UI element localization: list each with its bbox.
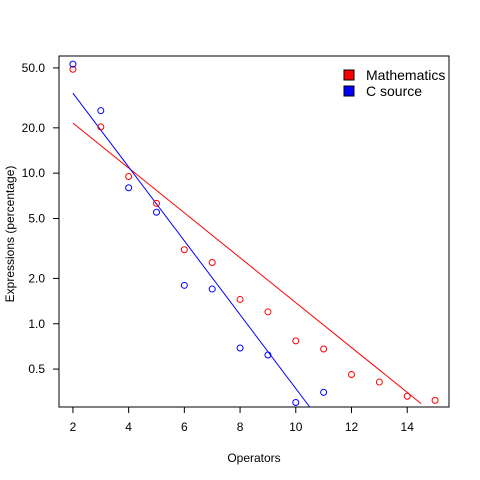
x-tick-label: 6 [181, 420, 188, 434]
axes: 2 4 6 8 10 12 14 0.5 1.0 2.0 5.0 10.0 20.0 50.0 [22, 55, 450, 434]
y-tick-label: 1.0 [28, 317, 45, 331]
y-tick-label: 2.0 [28, 271, 45, 285]
data-point [264, 308, 272, 316]
data-point [292, 398, 300, 406]
legend-swatch [343, 69, 355, 81]
data-point [320, 345, 328, 353]
x-tick-label: 4 [125, 420, 132, 434]
data-point [97, 107, 105, 115]
data-point [292, 337, 300, 345]
data-point [403, 392, 411, 400]
x-tick-label: 2 [70, 420, 77, 434]
data-point [69, 60, 77, 68]
fit-lines [72, 92, 422, 408]
y-axis-label: Expressions (percentage) [3, 166, 17, 303]
y-tick-label: 5.0 [28, 212, 45, 226]
data-point [208, 259, 216, 267]
fit-line [72, 92, 311, 408]
x-tick-label: 10 [289, 420, 303, 434]
data-point [431, 396, 439, 404]
data-point [348, 371, 355, 379]
legend-label: Mathematics [366, 67, 445, 83]
data-point [125, 173, 133, 181]
data-point [153, 199, 160, 207]
data-point [264, 351, 272, 359]
legend-label: C source [366, 83, 422, 99]
data-point [180, 246, 188, 254]
x-tick-label: 8 [237, 420, 244, 434]
data-point [236, 344, 244, 352]
data-point [320, 388, 328, 396]
y-tick-label: 0.5 [28, 362, 45, 376]
plot-frame [58, 55, 450, 408]
y-tick-label: 20.0 [22, 121, 46, 135]
data-point [153, 208, 160, 216]
data-point [236, 295, 244, 303]
data-point [208, 285, 216, 293]
data-points [69, 60, 439, 406]
y-tick-label: 10.0 [22, 166, 46, 180]
data-point [180, 281, 188, 289]
data-point [375, 378, 383, 386]
data-point [125, 184, 133, 192]
x-tick-label: 12 [345, 420, 359, 434]
y-tick-label: 50.0 [22, 61, 46, 75]
x-tick-label: 14 [401, 420, 415, 434]
x-axis-label: Operators [227, 451, 280, 465]
data-point [97, 123, 105, 131]
legend-swatch [343, 85, 355, 97]
data-point [69, 65, 77, 73]
fit-line [72, 122, 422, 404]
